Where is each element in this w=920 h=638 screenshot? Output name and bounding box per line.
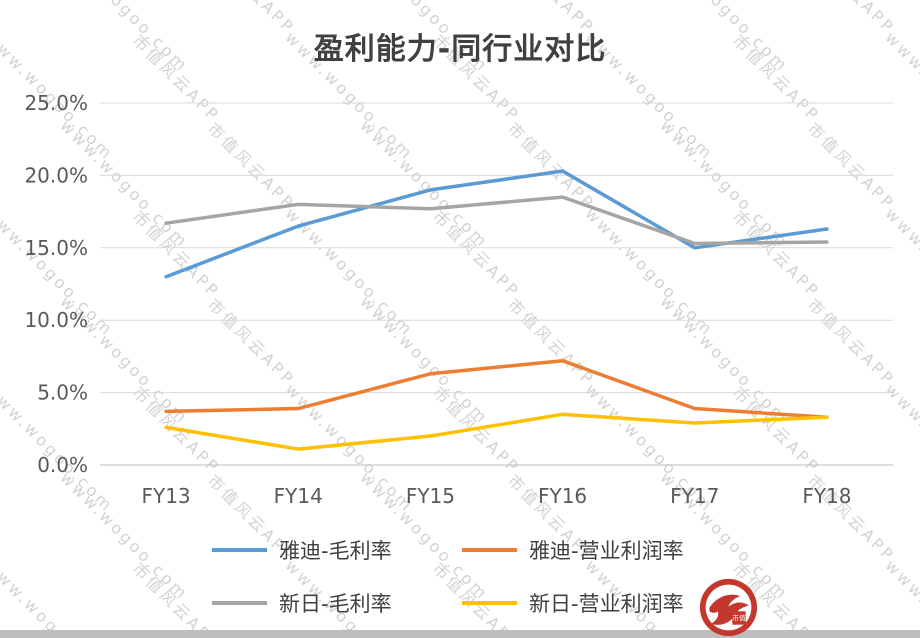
x-tick-label: FY13 (141, 484, 190, 508)
legend-marker-icon (462, 548, 517, 552)
chart-title: 盈利能力-同行业对比 (313, 32, 607, 67)
legend-item-yadea-gross: 雅迪-毛利率 (212, 538, 462, 563)
legend-item-sunra-gross: 新日-毛利率 (212, 591, 462, 616)
y-tick-label: 20.0% (24, 163, 88, 187)
legend-label: 新日-毛利率 (279, 592, 392, 616)
y-tick-label: 10.0% (24, 308, 88, 332)
series-line-0 (164, 169, 829, 279)
series-line-3 (164, 412, 829, 451)
legend-item-sunra-operating: 新日-营业利润率 (462, 591, 684, 616)
seal-badge-text: 市值 (732, 614, 746, 623)
legend-marker-icon (212, 601, 267, 605)
chart-legend: 雅迪-毛利率 雅迪-营业利润率 新日-毛利率 新日-营业利润率 (212, 538, 684, 616)
series-line-1 (164, 358, 829, 419)
y-tick-label: 0.0% (37, 453, 88, 477)
legend-label: 新日-营业利润率 (529, 592, 684, 616)
legend-label: 雅迪-营业利润率 (529, 539, 684, 563)
series-line-2 (164, 195, 829, 246)
legend-item-yadea-operating: 雅迪-营业利润率 (462, 538, 684, 563)
x-tick-label: FY17 (670, 484, 719, 508)
legend-marker-icon (212, 548, 267, 552)
bird-icon (709, 594, 749, 625)
y-tick-label: 15.0% (24, 236, 88, 260)
x-tick-label: FY14 (274, 484, 323, 508)
x-tick-label: FY16 (538, 484, 587, 508)
x-tick-label: FY18 (802, 484, 851, 508)
bottom-divider-bar (0, 630, 920, 638)
brand-seal: 市值 (699, 578, 758, 637)
y-tick-label: 25.0% (24, 91, 88, 115)
x-tick-label: FY15 (406, 484, 455, 508)
legend-label: 雅迪-毛利率 (279, 539, 392, 563)
y-tick-label: 5.0% (37, 381, 88, 405)
seal-badge (732, 611, 746, 625)
legend-marker-icon (462, 601, 517, 605)
